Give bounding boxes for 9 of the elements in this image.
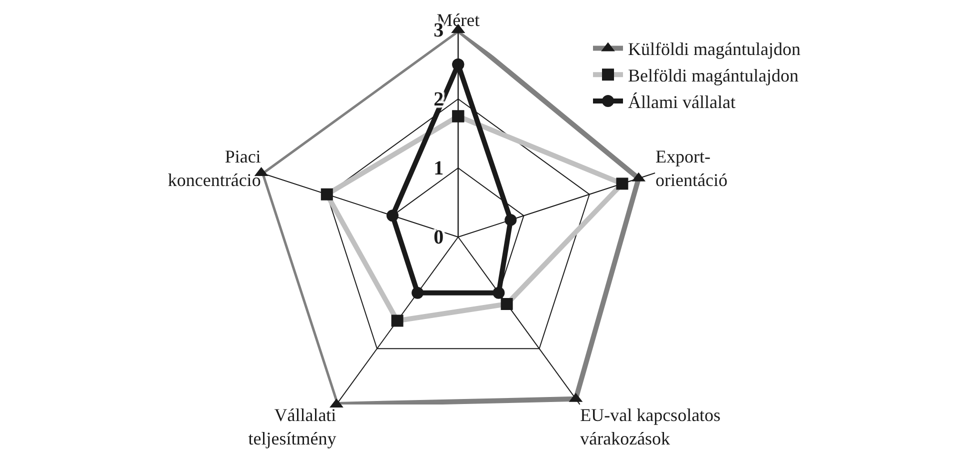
spoke-label: Export- orientáció [655,146,728,190]
legend-label: Külföldi magántulajdon [628,39,800,60]
legend-label: Belföldi magántulajdon [628,66,798,86]
legend-label: Állami vállalat [628,92,736,112]
spoke-label: EU-val kapcsolatos várakozások [580,404,721,448]
y-tick-label: 1 [434,158,444,180]
y-tick-label: 0 [434,226,444,248]
spoke-label: Piaci koncentráció [168,146,261,190]
spoke-label: Vállalati teljesítmény [248,404,336,448]
